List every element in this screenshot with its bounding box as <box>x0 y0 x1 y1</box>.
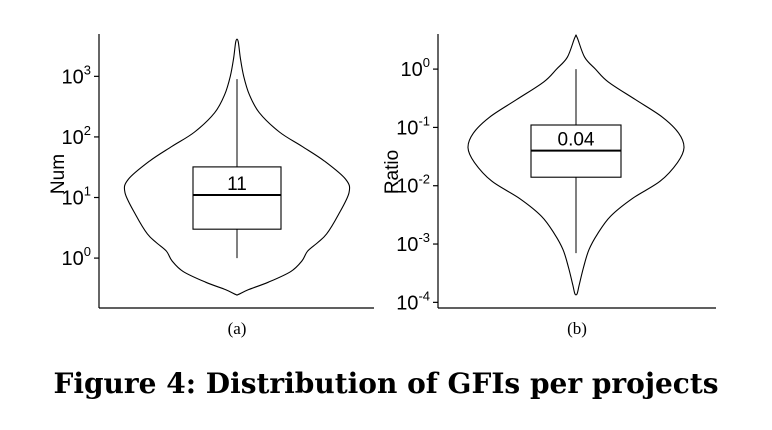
panel-a-y-axis-label: Num <box>48 154 69 194</box>
panel-b-violin <box>467 34 685 296</box>
figure-caption: Figure 4: Distribution of GFIs per proje… <box>53 367 718 400</box>
panel-a-y-tick-label: 101 <box>62 184 91 210</box>
panel-b-y-tick-label: 100 <box>401 55 430 81</box>
panel-b: 0.04 10-4 10-3 10-2 10-1 100 Ratio (b) <box>382 34 716 338</box>
panel-b-y-tick-label: 10-1 <box>396 113 430 139</box>
panel-a: 11 100 101 102 103 Num (a) <box>48 34 374 338</box>
panel-b-y-tick-label: 10-4 <box>396 288 430 314</box>
panel-a-y-tick-label: 100 <box>62 244 91 270</box>
panel-a-label: (a) <box>228 319 247 338</box>
panel-a-median-label: 11 <box>227 174 247 195</box>
panel-b-label: (b) <box>567 319 587 338</box>
panel-a-y-ticks: 100 101 102 103 <box>62 62 99 270</box>
panel-b-y-axis-label: Ratio <box>382 150 403 194</box>
panel-a-box <box>192 166 282 230</box>
panel-b-y-tick-label: 10-2 <box>396 172 430 198</box>
panel-b-y-ticks: 10-4 10-3 10-2 10-1 100 <box>396 55 438 314</box>
panel-a-y-tick-label: 102 <box>62 123 91 149</box>
panel-b-y-tick-label: 10-3 <box>396 230 430 256</box>
panel-b-median-label: 0.04 <box>558 130 595 151</box>
panel-a-y-tick-label: 103 <box>62 62 91 88</box>
panel-a-violin <box>123 38 351 296</box>
